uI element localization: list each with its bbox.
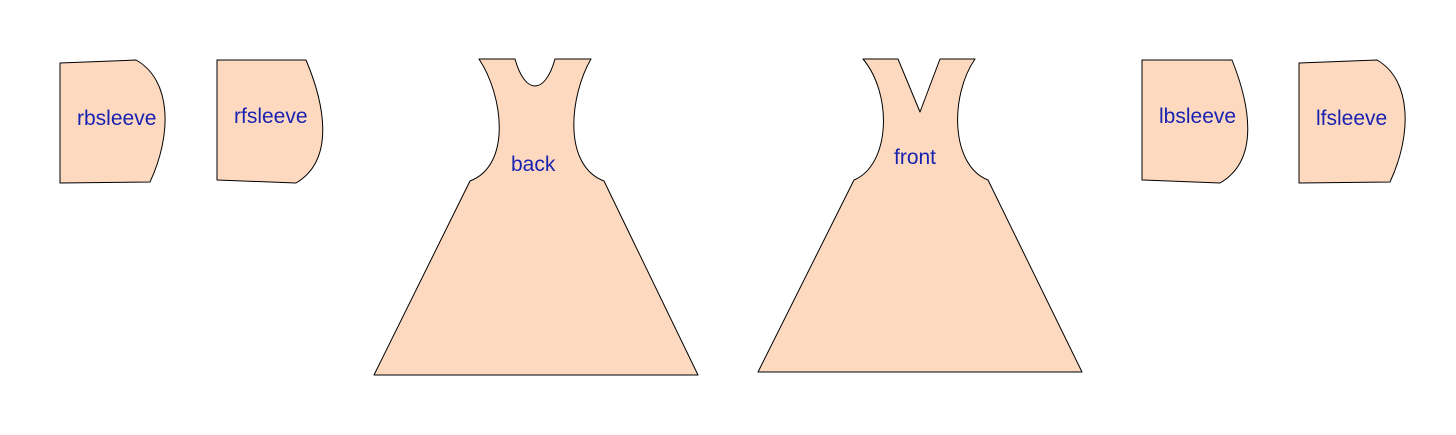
front-label: front [894, 146, 936, 169]
lfsleeve-label: lfsleeve [1316, 107, 1387, 130]
rbsleeve-label: rbsleeve [77, 107, 156, 130]
rfsleeve-label: rfsleeve [234, 105, 308, 128]
lbsleeve-piece: lbsleeve [1141, 59, 1249, 184]
lfsleeve-shape [1298, 59, 1406, 184]
rbsleeve-piece: rbsleeve [59, 59, 166, 184]
back-piece: back [373, 58, 699, 376]
lfsleeve-piece: lfsleeve [1298, 59, 1406, 184]
rbsleeve-shape [59, 59, 166, 184]
lbsleeve-label: lbsleeve [1159, 105, 1236, 128]
lbsleeve-shape [1141, 59, 1249, 184]
back-shape [373, 58, 699, 376]
front-shape [757, 58, 1083, 373]
rfsleeve-piece: rfsleeve [216, 59, 324, 184]
rfsleeve-shape [216, 59, 324, 184]
front-piece: front [757, 58, 1083, 373]
back-label: back [511, 153, 556, 176]
